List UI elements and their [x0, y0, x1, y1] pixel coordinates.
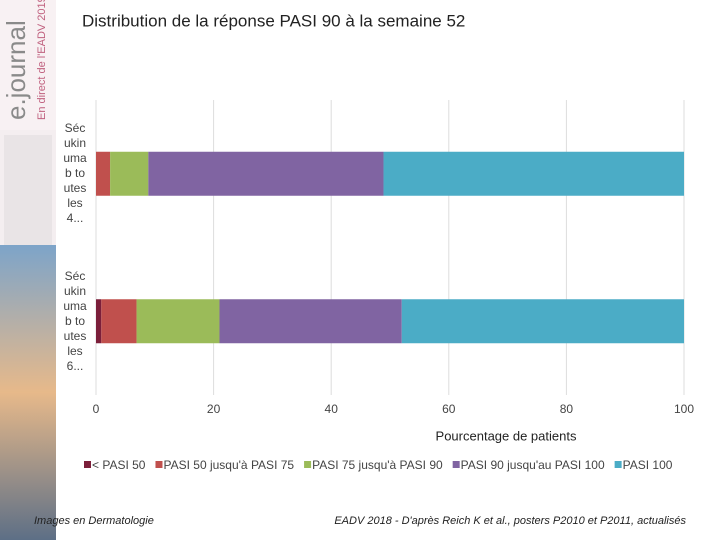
y-tick-label: Sécukinumab toutes les 6... — [63, 268, 87, 373]
x-tick-label: 60 — [442, 402, 456, 416]
legend-marker — [614, 461, 622, 468]
bar-segment — [148, 151, 384, 196]
footer-right: EADV 2018 - D'après Reich K et al., post… — [334, 515, 686, 527]
legend-marker — [452, 461, 460, 468]
chart-title: Distribution de la réponse PASI 90 à la … — [82, 11, 465, 30]
side-photo — [0, 245, 56, 540]
legend-label: PASI 90 jusqu'au PASI 100 — [461, 458, 605, 472]
footer-left: Images en Dermatologie — [34, 515, 154, 527]
logo-area — [0, 0, 56, 130]
x-tick-label: 100 — [674, 402, 694, 416]
bar-segment — [96, 151, 111, 196]
side-text-block — [4, 135, 52, 245]
bar-segment — [101, 299, 137, 344]
bar-segment — [401, 299, 684, 344]
legend-label: PASI 50 jusqu'à PASI 75 — [163, 458, 294, 472]
y-tick-label: Sécukinumab toutes les 4... — [63, 121, 87, 226]
legend-marker — [84, 461, 91, 468]
x-tick-label: 80 — [560, 402, 574, 416]
legend-label: PASI 75 jusqu'à PASI 90 — [312, 458, 443, 472]
brand: e.journal — [1, 20, 31, 120]
x-tick-label: 0 — [93, 402, 100, 416]
bar-segment — [110, 151, 149, 196]
bar-segment — [136, 299, 220, 344]
legend-marker — [155, 461, 163, 468]
x-tick-label: 20 — [207, 402, 221, 416]
bar-segment — [383, 151, 684, 196]
legend-label: PASI 100 — [623, 458, 673, 472]
x-tick-label: 40 — [325, 402, 339, 416]
bar-segment — [219, 299, 402, 344]
bar-segment — [96, 299, 102, 344]
legend-marker — [304, 461, 312, 468]
legend-label: < PASI 50 — [92, 458, 146, 472]
x-axis-title: Pourcentage de patients — [436, 428, 577, 443]
brand-sub: En direct de l'EADV 2019 — [36, 0, 48, 120]
